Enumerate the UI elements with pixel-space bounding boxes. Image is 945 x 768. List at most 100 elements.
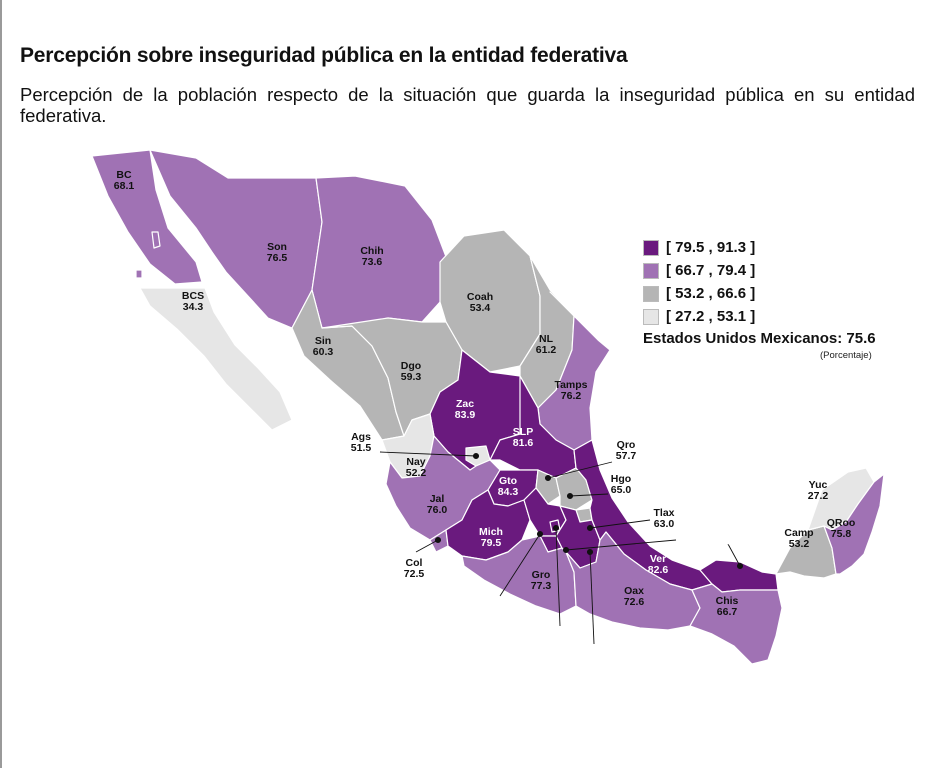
state-value-label: 52.2 (406, 467, 427, 479)
unit-label: (Porcentaje) (820, 350, 872, 361)
state-abbr-label: Chis (716, 595, 739, 607)
state-value-label: 65.0 (611, 484, 632, 496)
state-abbr-label: Zac (456, 398, 474, 410)
state-abbr-label: CDMX (548, 625, 579, 637)
state-value-label: 84.3 (498, 486, 519, 498)
state-abbr-label: Son (267, 241, 287, 253)
leader-line (547, 461, 613, 479)
leader-dot (736, 562, 744, 570)
state-region-bcs (139, 287, 293, 431)
state-abbr-label: Yuc (809, 479, 828, 491)
island-shape (135, 269, 143, 279)
leader-dot (586, 524, 594, 532)
state-abbr-label: Chih (360, 245, 383, 257)
state-abbr-label: Qro (617, 439, 636, 451)
state-abbr-label: Ver (650, 553, 666, 565)
state-value-label: 79.5 (481, 537, 502, 549)
state-value-label: 66.7 (717, 606, 738, 618)
leader-dot (552, 524, 560, 532)
leader-line (555, 527, 561, 627)
state-value-label: 34.3 (183, 301, 204, 313)
leader-line (589, 519, 651, 529)
leader-line (569, 493, 609, 497)
state-abbr-label: QRoo (827, 517, 856, 529)
state-abbr-label: Oax (624, 585, 644, 597)
state-value-label: 72.6 (624, 596, 645, 608)
national-total: Estados Unidos Mexicanos: 75.6 (643, 330, 876, 347)
legend-label: [ 53.2 , 66.6 ] (666, 285, 756, 302)
state-abbr-label: Edomex (470, 595, 511, 607)
island-shape (151, 231, 161, 249)
legend-swatch (643, 239, 659, 256)
state-value-label: 73.6 (362, 256, 383, 268)
state-value-label: 63.0 (654, 518, 675, 530)
legend-swatch (643, 262, 659, 279)
state-abbr-label: Coah (467, 291, 493, 303)
leader-line (565, 539, 677, 551)
state-value-label: 51.5 (351, 442, 372, 454)
state-value-label: 72.5 (404, 568, 425, 580)
leader-line (727, 543, 741, 567)
map-subtitle: Percepción de la población respecto de l… (20, 84, 915, 126)
state-value-label: 76.5 (267, 252, 288, 264)
state-value-label: 59.3 (401, 371, 422, 383)
leader-dot (586, 548, 594, 556)
leader-line (415, 539, 439, 553)
state-abbr-label: Tlax (653, 507, 674, 519)
legend-item: [ 79.5 , 91.3 ] (643, 236, 755, 259)
state-value-label: 75.8 (831, 528, 852, 540)
state-abbr-label: Col (406, 557, 423, 569)
legend-swatch (643, 308, 659, 325)
state-value-label: 85.3 (553, 636, 574, 648)
state-abbr-label: BCS (182, 290, 204, 302)
leader-dot (566, 492, 574, 500)
leader-line (589, 551, 595, 645)
legend-item: [ 66.7 , 79.4 ] (643, 259, 755, 282)
state-abbr-label: Jal (430, 493, 445, 505)
state-abbr-label: Tamps (554, 379, 587, 391)
state-abbr-label: Dgo (401, 360, 421, 372)
leader-dot (536, 530, 544, 538)
leader-line (379, 451, 477, 457)
leader-line (499, 533, 541, 597)
state-value-label: 27.2 (808, 490, 829, 502)
leader-dot (562, 546, 570, 554)
state-value-label: 83.9 (455, 409, 476, 421)
state-value-label: 76.2 (561, 390, 582, 402)
state-abbr-label: Mor (676, 528, 695, 540)
state-value-label: 82.6 (648, 564, 669, 576)
state-abbr-label: Nay (406, 456, 425, 468)
state-value-label: 68.1 (114, 180, 135, 192)
state-abbr-label: Gro (532, 569, 551, 581)
state-region-chis (689, 583, 783, 665)
state-abbr-label: Mich (479, 526, 503, 538)
state-abbr-label: Pue (587, 643, 606, 655)
state-abbr-label: Gto (499, 475, 517, 487)
state-value-label: 91.3 (480, 606, 501, 618)
map-title: Percepción sobre inseguridad pública en … (20, 44, 628, 67)
state-value-label: 57.7 (616, 450, 637, 462)
legend-label: [ 27.2 , 53.1 ] (666, 308, 756, 325)
map-legend: [ 79.5 , 91.3 ] [ 66.7 , 79.4 ] [ 53.2 ,… (643, 236, 755, 328)
state-value-label: 84.8 (713, 536, 734, 548)
frame-border (0, 0, 2, 768)
legend-label: [ 79.5 , 91.3 ] (666, 239, 756, 256)
state-value-label: 61.2 (536, 344, 557, 356)
state-abbr-label: BC (116, 169, 132, 181)
state-region-qroo (823, 473, 885, 575)
state-abbr-label: Hgo (611, 473, 631, 485)
state-value-label: 53.4 (470, 302, 491, 314)
state-abbr-label: Camp (784, 527, 813, 539)
state-value-label: 81.6 (513, 437, 534, 449)
legend-label: [ 66.7 , 79.4 ] (666, 262, 756, 279)
legend-swatch (643, 285, 659, 302)
state-region-son (149, 149, 323, 329)
state-abbr-label: SLP (513, 426, 533, 438)
state-value-label: 86.6 (676, 539, 697, 551)
leader-dot (472, 452, 480, 460)
state-abbr-label: Ags (351, 431, 371, 443)
legend-item: [ 53.2 , 66.6 ] (643, 282, 755, 305)
state-abbr-label: NL (539, 333, 554, 345)
state-abbr-label: Sin (315, 335, 331, 347)
